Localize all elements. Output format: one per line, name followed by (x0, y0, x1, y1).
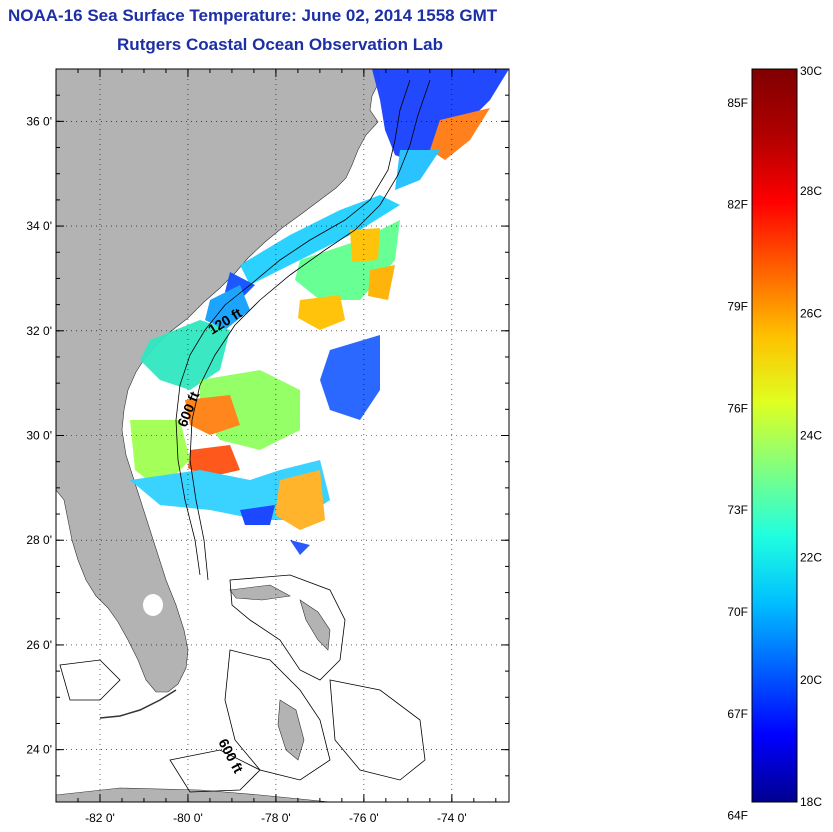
lon-label: -76 0' (349, 811, 379, 825)
lon-label: -80 0' (173, 811, 203, 825)
lat-label: 28 0' (26, 533, 52, 547)
lon-label: -78 0' (261, 811, 291, 825)
contour-cuba (169, 749, 261, 793)
colorbar-fahrenheit-label: 76F (727, 401, 748, 415)
land-florida-keys (99, 689, 177, 719)
colorbar-celsius-label: 22C (800, 551, 822, 565)
contour-keys (59, 659, 121, 701)
land-bahamas-abaco (299, 599, 331, 651)
lat-label: 30 0' (26, 429, 52, 443)
colorbar-fahrenheit-label: 70F (727, 605, 748, 619)
contour-bahamas (229, 574, 346, 681)
land-cuba (56, 787, 331, 802)
contour-bahamas-south (224, 649, 331, 781)
colorbar-celsius-label: 18C (800, 795, 822, 809)
lon-label: -74 0' (437, 811, 467, 825)
colorbar-celsius-label: 26C (800, 306, 822, 320)
colorbar-fahrenheit-label: 82F (727, 198, 748, 212)
lat-label: 36 0' (26, 114, 52, 128)
colorbar-fahrenheit-label: 73F (727, 503, 748, 517)
land-bahamas-andros (277, 699, 305, 761)
lat-label: 32 0' (26, 324, 52, 338)
map-subtitle: Rutgers Coastal Ocean Observation Lab (117, 35, 443, 54)
contour-bahamas-east (329, 679, 426, 781)
graticule (56, 69, 509, 802)
colorbar-celsius-label: 28C (800, 184, 822, 198)
lake-okeechobee (143, 594, 163, 616)
lat-label: 26 0' (26, 638, 52, 652)
contour-120ft (175, 79, 411, 576)
lat-label: 34 0' (26, 219, 52, 233)
colorbar-labels: 30C 28C 26C 24C 22C 20C 18C 85F 82F 79F 76F 73F 70F 6… (727, 64, 822, 823)
lon-label: -82 0' (85, 811, 115, 825)
colorbar-fahrenheit-label: 79F (727, 300, 748, 314)
land-us-southeast (56, 69, 381, 693)
colorbar-fahrenheit-label: 85F (727, 96, 748, 110)
sst-swath (130, 69, 509, 555)
map-plot-area: 120 ft 600 ft 600 ft (56, 69, 509, 802)
colorbar-celsius-label: 24C (800, 429, 822, 443)
map-title: NOAA-16 Sea Surface Temperature: June 02… (8, 6, 498, 25)
lat-label: 24 0' (26, 743, 52, 757)
land-bahamas-grand (229, 584, 291, 601)
colorbar-fahrenheit-label: 64F (727, 809, 748, 823)
contour-600ft (189, 79, 431, 581)
colorbar-celsius-label: 30C (800, 64, 822, 78)
axis-ticks: 36 0' 34 0' 32 0' 30 0' 28 0' 26 0' 24 0' -82 0… (26, 68, 509, 825)
colorbar-celsius-label: 20C (800, 673, 822, 687)
colorbar-gradient (751, 68, 798, 803)
colorbar-fahrenheit-label: 67F (727, 707, 748, 721)
